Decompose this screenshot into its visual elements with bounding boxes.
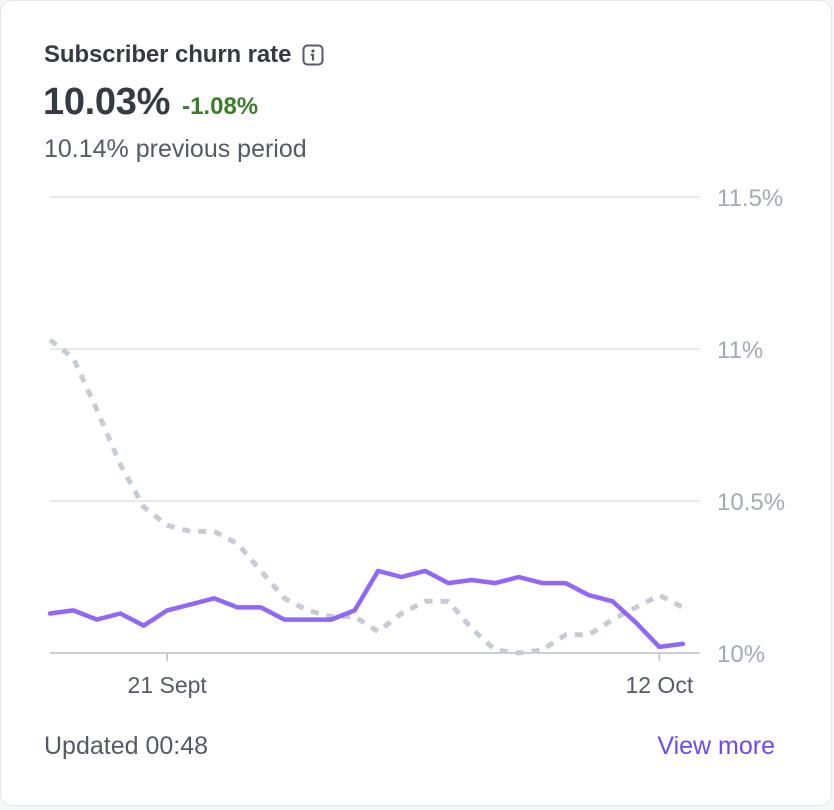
metric-row: 10.03% -1.08% (43, 81, 258, 124)
x-tick-label: 21 Sept (128, 672, 208, 698)
view-more-link[interactable]: View more (657, 732, 775, 760)
metric-change: -1.08% (182, 93, 259, 120)
y-tick-label: 10.5% (717, 489, 785, 516)
gridlines (50, 196, 700, 654)
series-layer (47, 337, 686, 656)
series-line-current-period (47, 568, 686, 650)
churn-line-chart: 11.5% 11% 10.5% 10% 21 Sept 12 Oct (47, 185, 786, 698)
x-tick-label: 12 Oct (625, 672, 693, 698)
title-row: Subscriber churn rate (44, 39, 325, 71)
metric-value: 10.03% (43, 81, 171, 123)
y-tick-label: 11.5% (717, 185, 783, 212)
info-icon[interactable] (301, 43, 325, 67)
axis-ticks: 11.5% 11% 10.5% 10% 21 Sept 12 Oct (128, 185, 786, 698)
y-tick-label: 10% (717, 641, 765, 668)
series-line-previous-period (48, 337, 684, 656)
y-tick-label: 11% (717, 337, 763, 364)
previous-period-text: 10.14% previous period (44, 135, 307, 163)
updated-timestamp: Updated 00:48 (44, 732, 209, 760)
card-title: Subscriber churn rate (44, 41, 292, 68)
